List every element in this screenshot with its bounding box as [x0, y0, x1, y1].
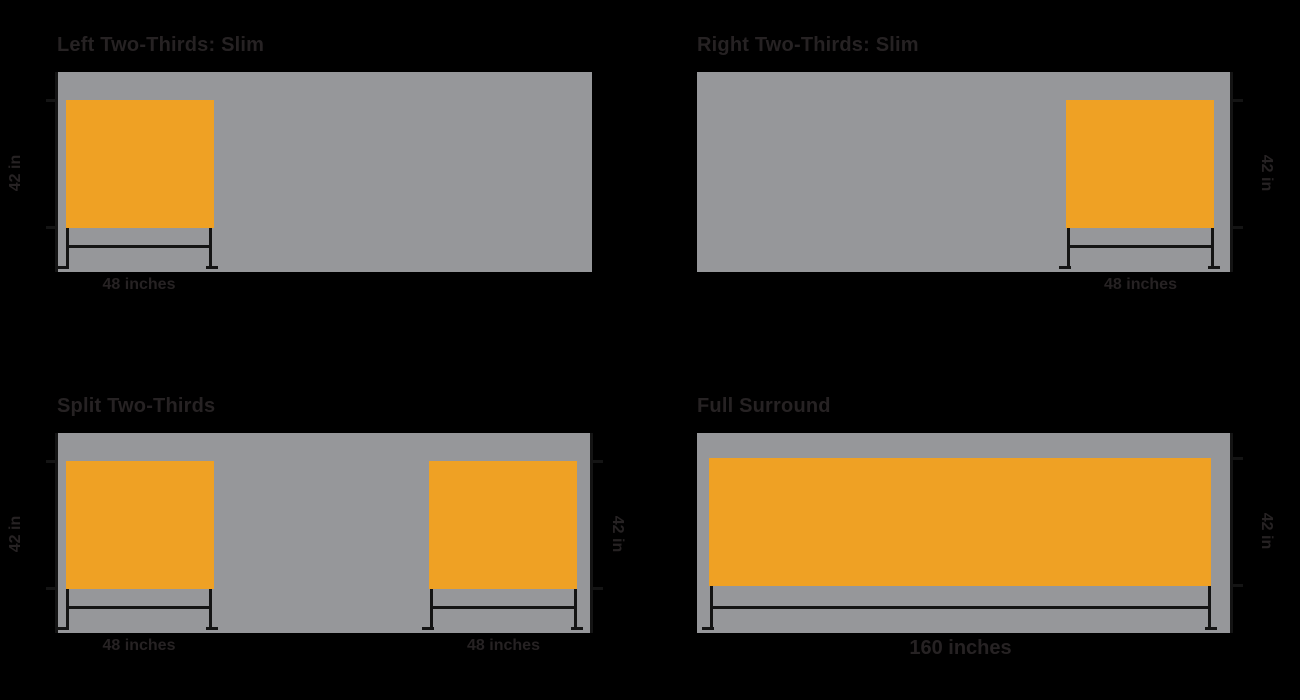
- width-bracket-line: [1067, 228, 1070, 269]
- dimension-tick: [422, 627, 434, 630]
- height-dimension-line: [55, 72, 58, 272]
- dimension-tick: [57, 266, 69, 269]
- dimension-tick: [1059, 266, 1071, 269]
- dimension-tick: [1231, 99, 1243, 102]
- height-label: 42 in: [1258, 512, 1275, 550]
- dimension-tick: [46, 587, 58, 590]
- width-bracket-line: [430, 589, 433, 630]
- width-label: 48 inches: [102, 276, 176, 293]
- width-label: 48 inches: [102, 637, 176, 654]
- width-label: 48 inches: [467, 637, 540, 654]
- width-bracket-line: [710, 606, 1211, 609]
- height-label: 42 in: [7, 515, 24, 553]
- dimension-tick: [1231, 457, 1243, 460]
- width-bracket-line: [209, 589, 212, 630]
- dimension-tick: [591, 587, 603, 590]
- height-dimension-line: [55, 433, 58, 633]
- highlight-region: [709, 458, 1211, 586]
- width-label: 48 inches: [1104, 276, 1177, 293]
- height-dimension-line: [1230, 72, 1233, 272]
- highlight-region: [66, 100, 214, 228]
- height-label: 42 in: [609, 515, 626, 553]
- dimension-tick: [1205, 627, 1217, 630]
- dimension-tick: [571, 627, 583, 630]
- base-bar: [697, 72, 1232, 272]
- panel-title: Left Two-Thirds: Slim: [57, 34, 265, 56]
- panel-title: Right Two-Thirds: Slim: [697, 34, 919, 56]
- width-label: 160 inches: [909, 637, 1012, 659]
- width-bracket-line: [209, 228, 212, 269]
- width-bracket-line: [710, 586, 713, 630]
- height-dimension-line: [1230, 433, 1233, 633]
- width-bracket-line: [1067, 245, 1214, 248]
- dimension-tick: [46, 99, 58, 102]
- width-bracket-line: [430, 606, 577, 609]
- base-bar: [697, 433, 1232, 633]
- highlight-region: [66, 461, 214, 589]
- dimension-tick: [702, 627, 714, 630]
- panel-title: Full Surround: [697, 395, 831, 417]
- width-bracket-line: [66, 245, 212, 248]
- panel-title: Split Two-Thirds: [57, 395, 216, 417]
- width-bracket-line: [574, 589, 577, 630]
- dimension-tick: [1231, 226, 1243, 229]
- base-bar: [57, 433, 592, 633]
- dimension-tick: [206, 266, 218, 269]
- dimension-tick: [1231, 584, 1243, 587]
- dimension-tick: [1208, 266, 1220, 269]
- dimension-tick: [46, 226, 58, 229]
- width-bracket-line: [66, 228, 69, 269]
- width-bracket-line: [1208, 586, 1211, 630]
- height-label: 42 in: [1258, 154, 1275, 192]
- height-label: 42 in: [7, 154, 24, 192]
- dimension-tick: [57, 627, 69, 630]
- height-dimension-line: [590, 433, 593, 633]
- highlight-region: [429, 461, 577, 589]
- highlight-region: [1066, 100, 1214, 228]
- dimension-tick: [46, 460, 58, 463]
- width-bracket-line: [66, 606, 212, 609]
- width-bracket-line: [66, 589, 69, 630]
- width-bracket-line: [1211, 228, 1214, 269]
- base-bar: [57, 72, 592, 272]
- dimension-tick: [591, 460, 603, 463]
- dimension-tick: [206, 627, 218, 630]
